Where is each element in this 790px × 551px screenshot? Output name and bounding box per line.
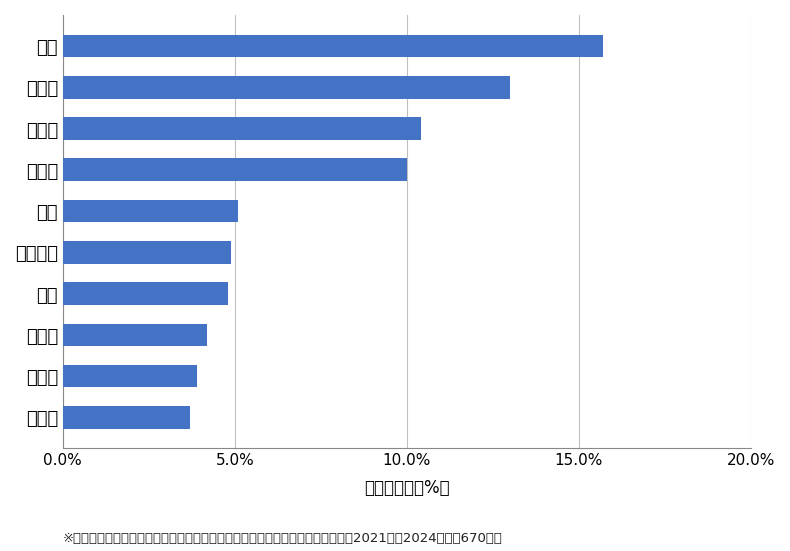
Bar [63, 323, 207, 346]
Bar [63, 406, 190, 429]
Bar [63, 200, 239, 223]
Bar [63, 282, 228, 305]
Bar [63, 35, 603, 57]
Bar [63, 241, 231, 264]
Bar [63, 159, 407, 181]
Bar [63, 117, 420, 140]
Text: ※弊社受付の案件を対象に、受付時に市区町村の回答があったものを集計（期間2021年～2024年、計670件）: ※弊社受付の案件を対象に、受付時に市区町村の回答があったものを集計（期間2021… [63, 532, 503, 545]
X-axis label: 件数の割合（%）: 件数の割合（%） [364, 479, 450, 498]
Bar [63, 76, 510, 99]
Bar [63, 365, 197, 387]
